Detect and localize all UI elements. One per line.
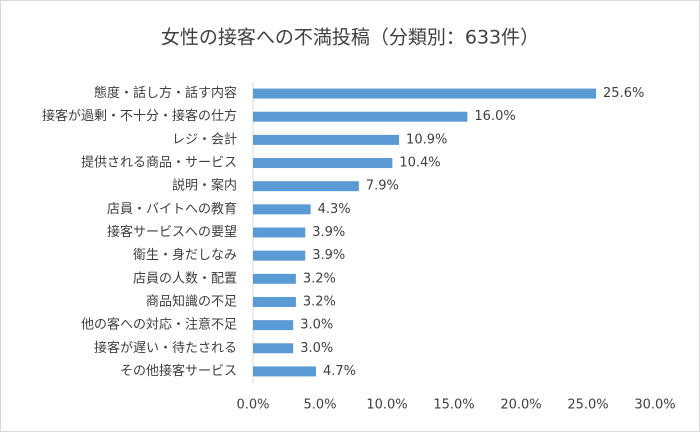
bar xyxy=(253,366,316,377)
data-label: 3.0% xyxy=(300,318,333,333)
x-tick-label: 20.0% xyxy=(500,398,541,413)
bar xyxy=(253,134,400,145)
bar xyxy=(253,204,311,215)
data-label: 3.2% xyxy=(303,271,336,286)
y-tick-label: 提供される商品・サービス xyxy=(81,155,237,171)
y-tick-label: 接客サービスへの要望 xyxy=(107,224,237,240)
chart-title: 女性の接客への不満投稿（分類別：633件） xyxy=(161,27,539,49)
x-tick-label: 10.0% xyxy=(366,398,407,413)
y-tick-label: 態度・話し方・話す内容 xyxy=(94,85,237,101)
y-tick-label: 商品知識の不足 xyxy=(146,293,237,309)
data-label: 16.0% xyxy=(474,109,515,124)
x-tick-label: 25.0% xyxy=(567,398,608,413)
bar xyxy=(253,88,597,99)
y-tick-label: その他接客サービス xyxy=(120,363,237,379)
y-tick-label: 店員・バイトへの教育 xyxy=(107,201,237,217)
data-label: 4.7% xyxy=(323,364,356,379)
data-label: 7.9% xyxy=(366,179,399,194)
data-label: 10.9% xyxy=(406,132,447,147)
x-tick-label: 5.0% xyxy=(303,398,336,413)
bar xyxy=(253,181,359,192)
y-tick-label: 接客が過剰・不十分・接客の仕方 xyxy=(42,108,237,124)
data-label: 10.4% xyxy=(399,156,440,171)
data-label: 3.2% xyxy=(303,294,336,309)
bar xyxy=(253,111,468,122)
y-tick-label: 説明・案内 xyxy=(172,178,237,194)
data-label: 25.6% xyxy=(603,86,644,101)
data-label: 3.9% xyxy=(312,248,345,263)
bar xyxy=(253,343,294,354)
y-tick-label: 店員の人数・配置 xyxy=(133,271,237,286)
x-tick-label: 0.0% xyxy=(236,398,269,413)
bar xyxy=(253,273,296,284)
x-tick-label: 15.0% xyxy=(433,398,474,413)
x-tick-label: 30.0% xyxy=(634,398,675,413)
bar xyxy=(253,296,296,307)
y-tick-label: レジ・会計 xyxy=(172,131,237,147)
bar xyxy=(253,158,393,169)
y-tick-label: 接客が遅い・待たされる xyxy=(94,340,237,356)
bar xyxy=(253,227,306,238)
data-label: 3.0% xyxy=(300,341,333,356)
y-tick-label: 他の客への対応・注意不足 xyxy=(81,317,237,333)
bar xyxy=(253,320,294,331)
data-label: 4.3% xyxy=(318,202,351,217)
data-label: 3.9% xyxy=(312,225,345,240)
bar xyxy=(253,250,306,261)
y-tick-label: 衛生・身だしなみ xyxy=(133,247,237,263)
